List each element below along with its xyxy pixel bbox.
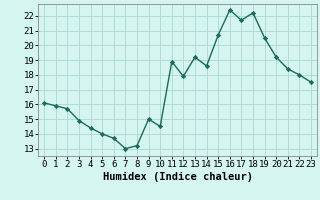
X-axis label: Humidex (Indice chaleur): Humidex (Indice chaleur): [103, 172, 252, 182]
